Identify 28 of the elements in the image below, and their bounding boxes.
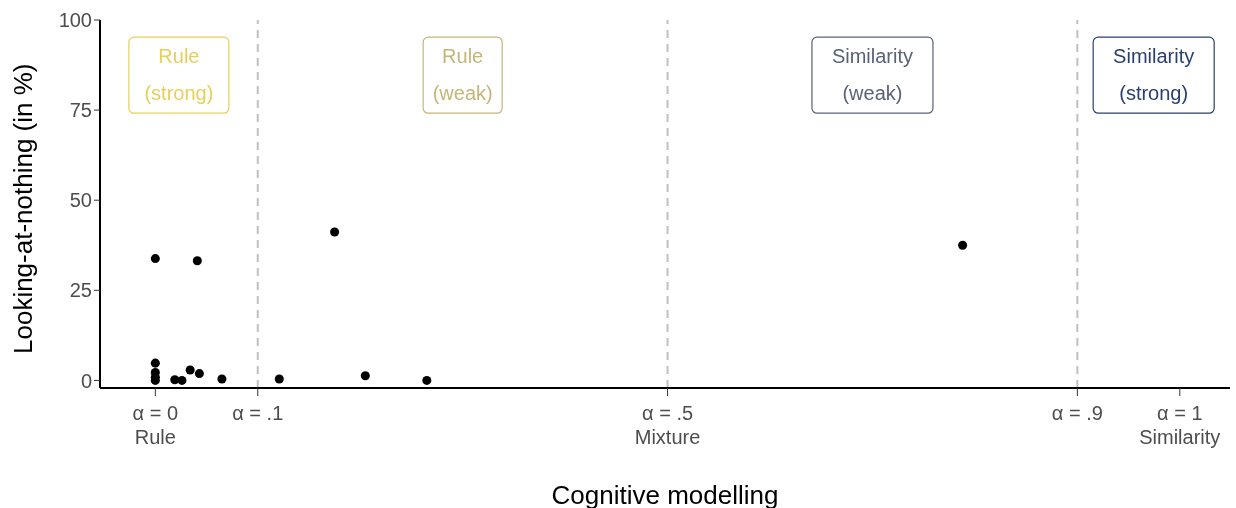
point [217, 374, 227, 384]
y-tick-label: 0 [80, 369, 92, 392]
annotation: Similarity (strong) [1113, 45, 1195, 105]
y-tick-label: 75 [69, 99, 92, 122]
point [150, 254, 160, 264]
annotation: Similarity (weak) [831, 45, 914, 105]
y-tick-label: 100 [58, 9, 92, 32]
point [170, 375, 180, 385]
point [958, 240, 968, 250]
point [422, 375, 432, 385]
x-tick-label: α = .1 [232, 402, 284, 424]
x-tick-label: α = 0 Rule [132, 402, 179, 448]
x-tick-label: α = 1 Similarity [1139, 402, 1221, 448]
point [194, 369, 204, 379]
point [150, 358, 160, 368]
y-axis-title: Looking-at-nothing (in %) [8, 63, 39, 354]
point [192, 256, 202, 266]
point [185, 365, 195, 375]
point [330, 227, 340, 237]
x-tick-label: α = .9 [1051, 402, 1103, 424]
y-tick-label: 50 [69, 189, 92, 212]
point [177, 375, 187, 385]
point [360, 371, 370, 381]
point [274, 374, 284, 384]
y-tick-label: 25 [69, 279, 92, 302]
annotation: Rule (strong) [144, 45, 214, 105]
annotation: Rule (weak) [432, 45, 493, 105]
x-tick-label: α = .5 Mixture [634, 402, 701, 448]
